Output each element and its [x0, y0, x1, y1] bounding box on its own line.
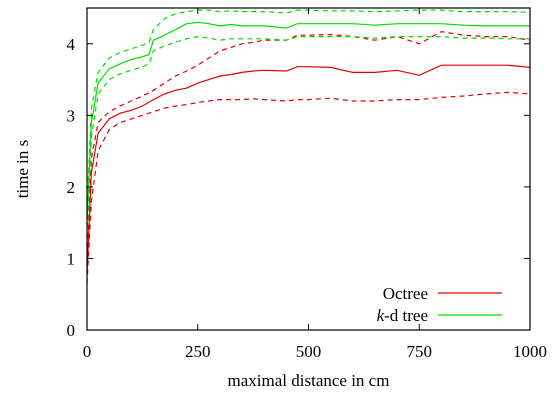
- series-layer: [86, 9, 531, 284]
- y-tick-label: 4: [67, 35, 76, 54]
- x-tick-label: 750: [407, 342, 433, 361]
- y-tick-label: 0: [67, 321, 76, 340]
- legend-label: Octree: [383, 284, 428, 303]
- x-tick-label: 0: [83, 342, 92, 361]
- y-tick-label: 1: [67, 249, 76, 268]
- series-line-2: [86, 91, 531, 284]
- series-line-0: [86, 64, 531, 273]
- plot-frame: [86, 7, 531, 331]
- y-tick-label: 2: [67, 178, 76, 197]
- legend-label-italic: k: [377, 306, 385, 325]
- y-tick-label: 3: [67, 106, 76, 125]
- x-tick-label: 250: [185, 342, 211, 361]
- legend-label-text: -d tree: [384, 306, 428, 325]
- ticks-layer: 0 250 500 750 1000 0 1 2 3 4: [67, 8, 547, 361]
- legend-label: k-d tree: [377, 306, 428, 325]
- x-tick-label: 500: [296, 342, 322, 361]
- x-axis-label: maximal distance in cm: [228, 371, 390, 390]
- y-axis-label: time in s: [13, 140, 32, 199]
- legend-label-text: Octree: [383, 284, 428, 303]
- series-line-5: [86, 35, 530, 238]
- series-line-1: [86, 30, 531, 266]
- x-tick-label: 1000: [513, 342, 547, 361]
- series-line-3: [86, 21, 530, 223]
- legend: Octree k-d tree: [377, 284, 502, 325]
